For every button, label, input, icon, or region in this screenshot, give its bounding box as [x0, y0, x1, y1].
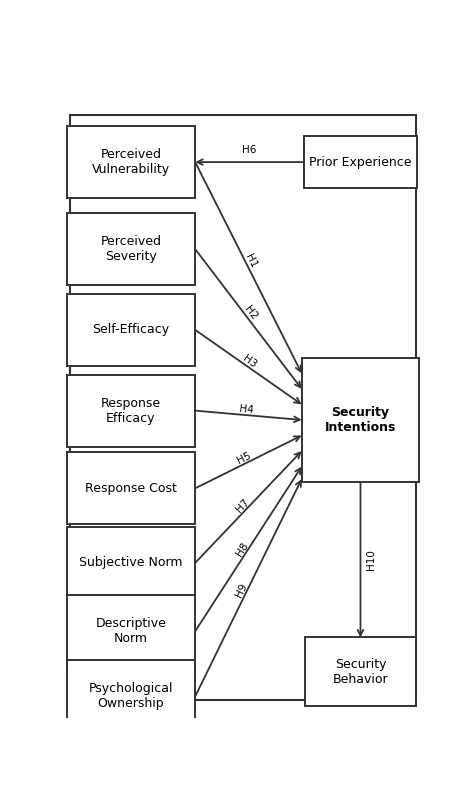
Text: Subjective Norm: Subjective Norm	[79, 556, 182, 570]
Text: H8: H8	[234, 541, 250, 558]
FancyBboxPatch shape	[66, 596, 195, 667]
Text: Perceived
Vulnerability: Perceived Vulnerability	[92, 148, 170, 176]
Text: Response Cost: Response Cost	[85, 482, 177, 495]
FancyBboxPatch shape	[303, 136, 418, 188]
FancyBboxPatch shape	[66, 660, 195, 733]
FancyBboxPatch shape	[301, 358, 419, 482]
Text: H4: H4	[239, 404, 255, 416]
Text: H2: H2	[242, 304, 259, 322]
Text: Security
Behavior: Security Behavior	[333, 658, 388, 686]
FancyBboxPatch shape	[66, 452, 195, 525]
Text: Prior Experience: Prior Experience	[309, 156, 412, 169]
Text: Security
Intentions: Security Intentions	[325, 406, 396, 434]
Text: H3: H3	[240, 353, 258, 370]
Text: H6: H6	[242, 144, 256, 155]
Text: Psychological
Ownership: Psychological Ownership	[89, 683, 173, 710]
Text: Response
Efficacy: Response Efficacy	[101, 397, 161, 424]
FancyBboxPatch shape	[66, 527, 195, 599]
Text: H7: H7	[234, 497, 251, 514]
Text: Self-Efficacy: Self-Efficacy	[92, 324, 169, 337]
Text: Perceived
Severity: Perceived Severity	[100, 235, 161, 263]
Text: H1: H1	[243, 253, 258, 270]
FancyBboxPatch shape	[66, 126, 195, 199]
FancyBboxPatch shape	[66, 213, 195, 285]
Text: H9: H9	[234, 581, 249, 599]
FancyBboxPatch shape	[66, 294, 195, 366]
FancyBboxPatch shape	[305, 638, 416, 706]
Text: H5: H5	[236, 451, 253, 466]
FancyBboxPatch shape	[66, 374, 195, 447]
Text: Descriptive
Norm: Descriptive Norm	[95, 617, 166, 646]
Text: H10: H10	[366, 550, 376, 571]
